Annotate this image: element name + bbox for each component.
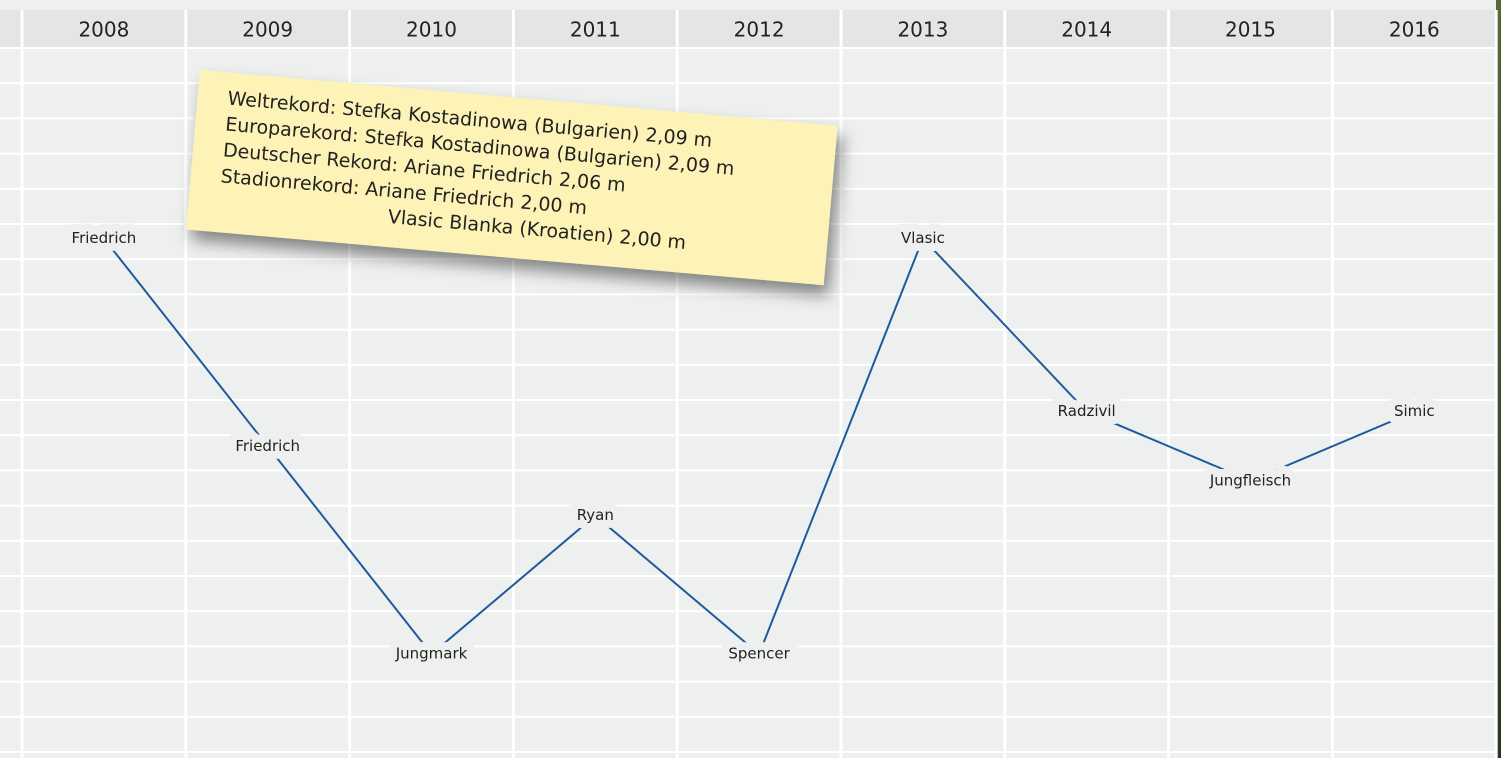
note-text: Weltrekord: Stefka Kostadinowa (Bulgarie… [218, 88, 738, 258]
series-line [103, 236, 1415, 656]
point-label: Spencer [728, 645, 790, 663]
column-header: 2010 [406, 18, 457, 42]
column-header: 2016 [1389, 18, 1440, 42]
point-label: Friedrich [72, 229, 137, 247]
column-header: 2009 [242, 18, 293, 42]
point-label: Jungmark [395, 645, 468, 663]
column-header: 2011 [570, 18, 621, 42]
record-note: Weltrekord: Stefka Kostadinowa (Bulgarie… [186, 70, 838, 286]
point-label: Vlasic [901, 229, 945, 247]
point-label: Jungfleisch [1209, 471, 1291, 489]
point-label: Radzivil [1058, 402, 1116, 420]
column-header: 2012 [734, 18, 785, 42]
point-label: Ryan [577, 506, 614, 524]
column-header: 2013 [897, 18, 948, 42]
table-header [0, 10, 1496, 48]
column-header: 2015 [1225, 18, 1276, 42]
point-label: Friedrich [235, 437, 300, 455]
column-header: 2008 [78, 18, 129, 42]
point-label: Simic [1394, 402, 1435, 420]
column-header: 2014 [1061, 18, 1112, 42]
note-paper [186, 70, 838, 286]
